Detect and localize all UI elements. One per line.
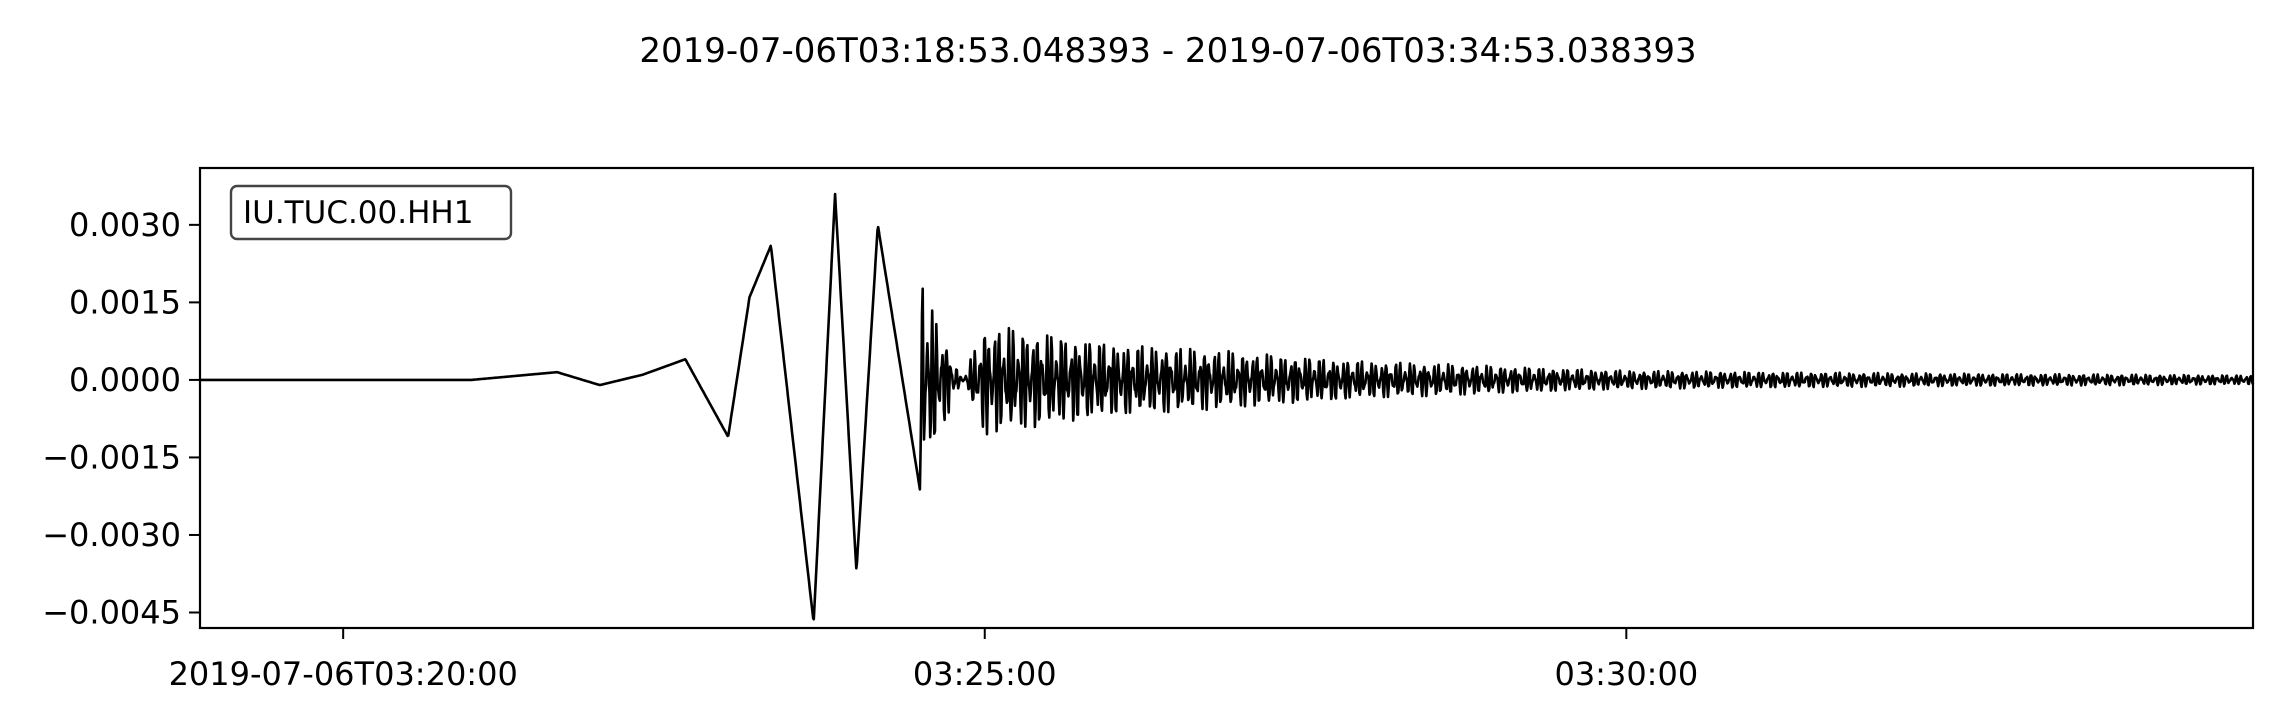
y-tick-label: −0.0015	[42, 438, 181, 476]
plot-frame	[198, 166, 2255, 630]
y-axis: 0.0030 0.0015 0.0000 −0.0015 −0.0030 −0.0045	[42, 206, 200, 631]
plot-area	[198, 166, 2255, 630]
y-tick-label: −0.0045	[42, 593, 181, 631]
trace-label: IU.TUC.00.HH1	[243, 195, 473, 231]
x-tick-label: 03:25:00	[913, 655, 1057, 693]
x-tick-label: 2019-07-06T03:20:00	[169, 655, 518, 693]
y-tick-label: 0.0015	[69, 283, 181, 321]
y-tick-label: 0.0000	[69, 361, 181, 399]
waveform-trace	[199, 192, 2255, 621]
x-axis: 2019-07-06T03:20:00 03:25:00 03:30:00	[169, 628, 1698, 693]
chart-title: 2019-07-06T03:18:53.048393 - 2019-07-06T…	[639, 31, 1696, 71]
x-tick-label: 03:30:00	[1554, 655, 1698, 693]
trace-label-box: IU.TUC.00.HH1	[229, 184, 513, 241]
y-tick-label: −0.0030	[42, 516, 181, 554]
y-tick-label: 0.0030	[69, 206, 181, 244]
